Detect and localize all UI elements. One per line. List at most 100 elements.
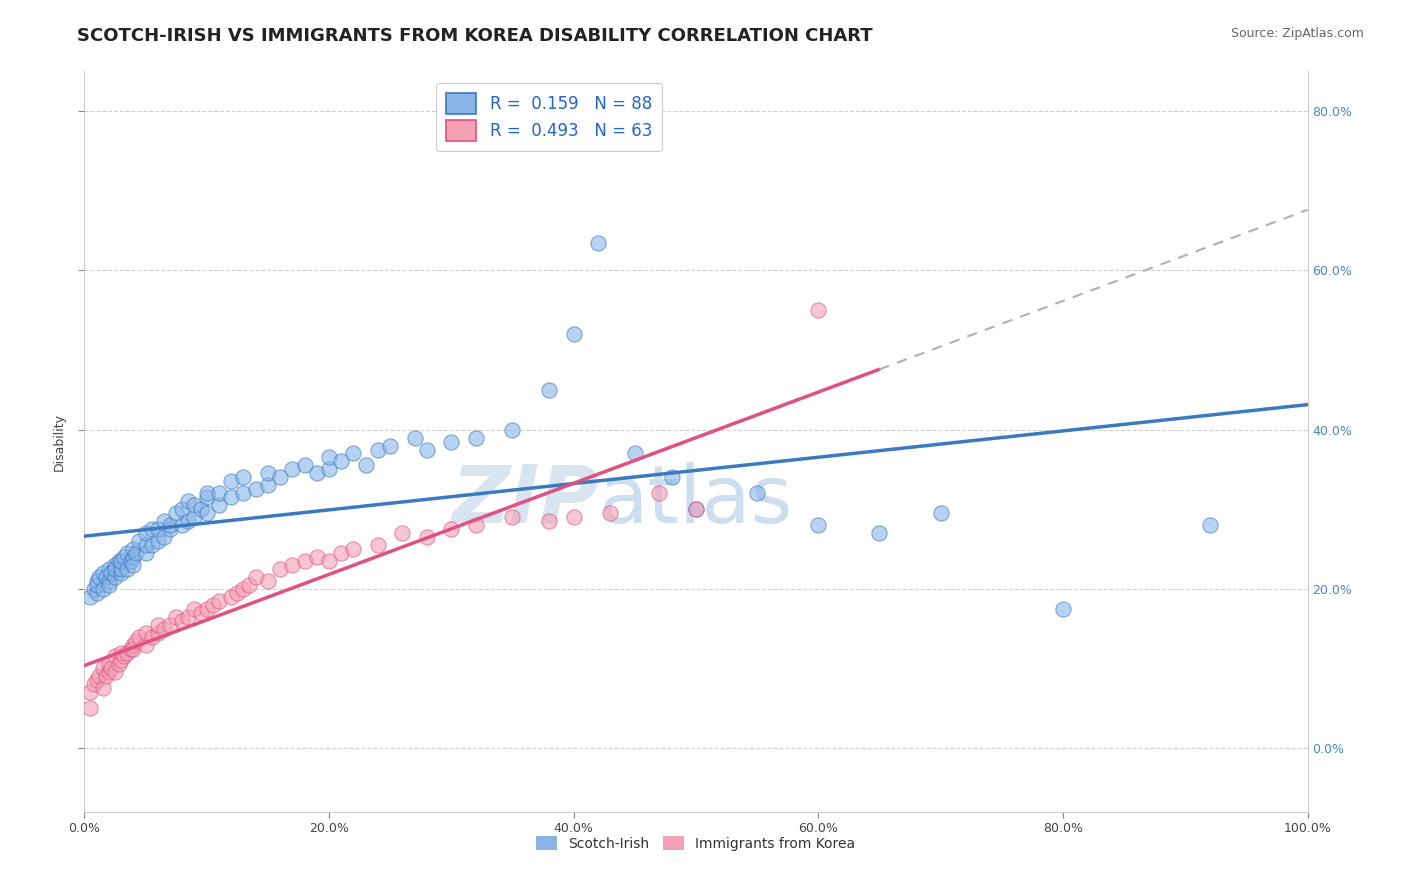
Point bbox=[153, 622, 176, 636]
Point bbox=[219, 475, 242, 489]
Point bbox=[195, 601, 218, 615]
Point bbox=[91, 661, 114, 675]
Point bbox=[305, 467, 328, 481]
Point bbox=[153, 514, 176, 528]
Point bbox=[219, 490, 242, 504]
Point bbox=[83, 582, 105, 596]
Point bbox=[159, 518, 181, 533]
Point bbox=[391, 526, 413, 541]
Point bbox=[120, 641, 142, 656]
Point bbox=[172, 502, 194, 516]
Point bbox=[104, 562, 127, 576]
Point bbox=[281, 462, 304, 476]
Point bbox=[146, 625, 169, 640]
Point bbox=[141, 538, 163, 552]
Point bbox=[562, 327, 585, 342]
Point bbox=[257, 478, 280, 492]
Point bbox=[125, 633, 148, 648]
Point bbox=[195, 490, 218, 504]
Point bbox=[294, 458, 316, 473]
Point bbox=[281, 558, 304, 572]
Point bbox=[226, 586, 249, 600]
Point bbox=[122, 558, 145, 572]
Point bbox=[97, 562, 120, 576]
Point bbox=[929, 506, 952, 520]
Point bbox=[146, 522, 169, 536]
Point bbox=[538, 514, 561, 528]
Point bbox=[586, 235, 609, 250]
Point bbox=[502, 423, 524, 437]
Point bbox=[107, 657, 129, 672]
Point bbox=[122, 541, 145, 556]
Point bbox=[464, 431, 486, 445]
Text: Source: ZipAtlas.com: Source: ZipAtlas.com bbox=[1230, 27, 1364, 40]
Point bbox=[416, 530, 439, 544]
Point bbox=[177, 514, 200, 528]
Point bbox=[100, 566, 122, 580]
Point bbox=[153, 530, 176, 544]
Point bbox=[120, 554, 142, 568]
Point bbox=[440, 434, 463, 449]
Text: SCOTCH-IRISH VS IMMIGRANTS FROM KOREA DISABILITY CORRELATION CHART: SCOTCH-IRISH VS IMMIGRANTS FROM KOREA DI… bbox=[77, 27, 873, 45]
Point bbox=[128, 534, 150, 549]
Point bbox=[97, 665, 120, 680]
Point bbox=[195, 486, 218, 500]
Point bbox=[195, 506, 218, 520]
Point bbox=[1052, 601, 1074, 615]
Legend: Scotch-Irish, Immigrants from Korea: Scotch-Irish, Immigrants from Korea bbox=[531, 830, 860, 856]
Point bbox=[91, 566, 114, 580]
Point bbox=[648, 486, 671, 500]
Point bbox=[318, 462, 340, 476]
Point bbox=[110, 554, 132, 568]
Point bbox=[97, 657, 120, 672]
Point bbox=[685, 502, 707, 516]
Point bbox=[79, 701, 101, 715]
Point bbox=[562, 510, 585, 524]
Point bbox=[96, 669, 118, 683]
Point bbox=[367, 442, 389, 457]
Point bbox=[624, 446, 647, 460]
Point bbox=[96, 570, 118, 584]
Point bbox=[110, 562, 132, 576]
Point bbox=[330, 546, 353, 560]
Point bbox=[135, 526, 157, 541]
Point bbox=[91, 681, 114, 696]
Point bbox=[159, 522, 181, 536]
Point bbox=[79, 590, 101, 604]
Point bbox=[177, 494, 200, 508]
Point bbox=[104, 570, 127, 584]
Point bbox=[183, 498, 205, 512]
Point bbox=[538, 383, 561, 397]
Point bbox=[464, 518, 486, 533]
Point bbox=[177, 609, 200, 624]
Point bbox=[100, 661, 122, 675]
Point bbox=[257, 467, 280, 481]
Point bbox=[122, 638, 145, 652]
Text: ZIP: ZIP bbox=[451, 462, 598, 540]
Point bbox=[115, 562, 138, 576]
Point bbox=[115, 546, 138, 560]
Point bbox=[354, 458, 377, 473]
Point bbox=[440, 522, 463, 536]
Point bbox=[807, 303, 830, 318]
Point bbox=[232, 486, 254, 500]
Point bbox=[112, 649, 135, 664]
Point bbox=[208, 486, 231, 500]
Point bbox=[141, 630, 163, 644]
Point bbox=[122, 641, 145, 656]
Point bbox=[91, 582, 114, 596]
Point bbox=[83, 677, 105, 691]
Point bbox=[208, 498, 231, 512]
Point bbox=[190, 502, 212, 516]
Point bbox=[269, 470, 291, 484]
Point bbox=[125, 546, 148, 560]
Point bbox=[404, 431, 426, 445]
Point bbox=[112, 549, 135, 564]
Point bbox=[135, 538, 157, 552]
Point bbox=[141, 522, 163, 536]
Point bbox=[104, 665, 127, 680]
Point bbox=[201, 598, 224, 612]
Point bbox=[79, 685, 101, 699]
Point bbox=[269, 562, 291, 576]
Point bbox=[183, 601, 205, 615]
